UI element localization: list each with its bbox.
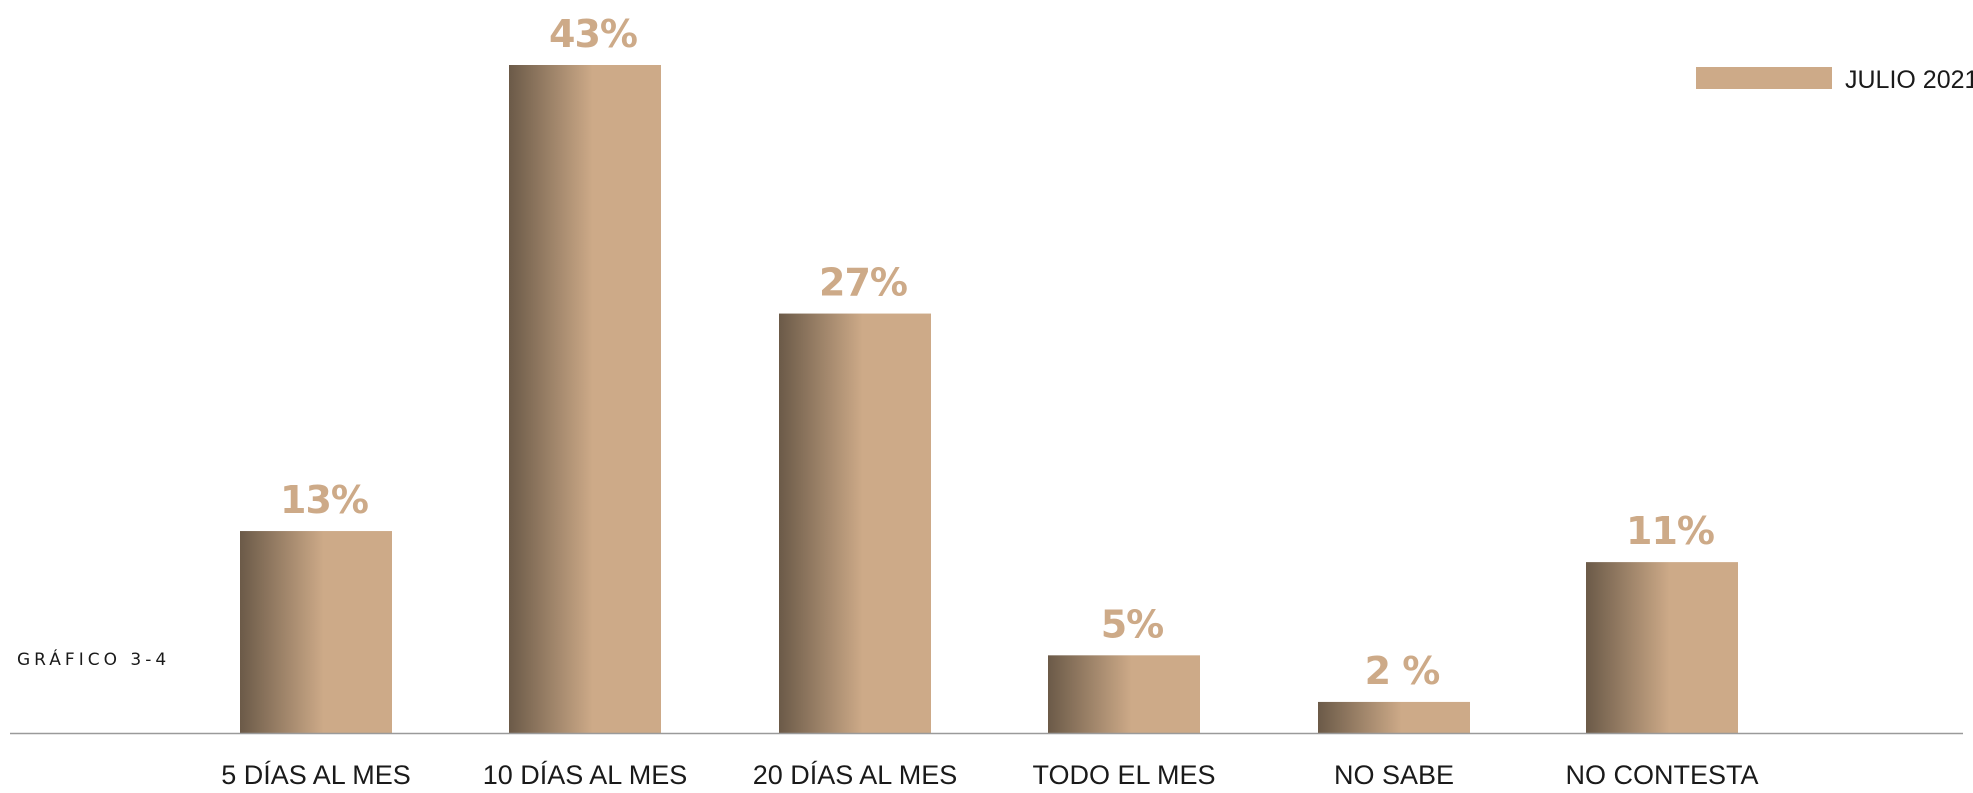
bar-2 xyxy=(509,65,661,733)
data-label-2: 43% xyxy=(549,12,637,56)
bars xyxy=(240,65,1738,733)
category-label-6: NO CONTESTA xyxy=(1565,760,1758,790)
data-label-3: 27% xyxy=(819,261,907,305)
data-label-5: 2 % xyxy=(1365,649,1440,693)
bar-4 xyxy=(1048,655,1200,733)
category-label-2: 10 DÍAS AL MES xyxy=(483,760,688,790)
category-labels: 5 DÍAS AL MES 10 DÍAS AL MES 20 DÍAS AL ME… xyxy=(221,760,1758,790)
legend: JULIO 2021 xyxy=(1696,66,1973,94)
data-labels: 13% 43% 27% 5% 2 % 11% xyxy=(280,12,1715,693)
data-label-1: 13% xyxy=(280,478,368,522)
bar-3 xyxy=(779,313,931,733)
data-label-4: 5% xyxy=(1101,602,1164,646)
category-label-4: TODO EL MES xyxy=(1032,760,1215,790)
bar-1 xyxy=(240,531,392,733)
category-label-5: NO SABE xyxy=(1334,760,1454,790)
legend-label: JULIO 2021 xyxy=(1845,66,1973,94)
category-label-1: 5 DÍAS AL MES xyxy=(221,760,411,790)
legend-swatch xyxy=(1696,67,1832,89)
bar-5 xyxy=(1318,701,1470,733)
figure-label: GRÁFICO 3-4 xyxy=(17,650,171,670)
category-label-3: 20 DÍAS AL MES xyxy=(753,760,958,790)
bar-6 xyxy=(1586,562,1738,733)
data-label-6: 11% xyxy=(1626,509,1714,553)
